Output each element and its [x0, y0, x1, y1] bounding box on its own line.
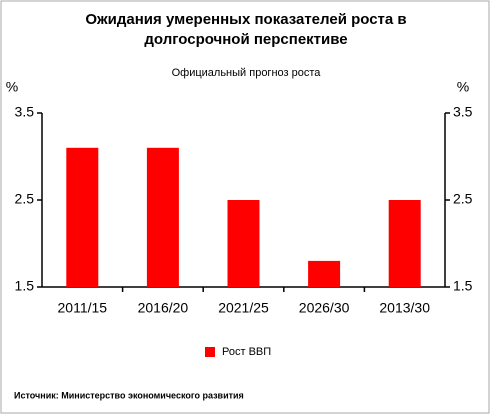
legend-label: Рост ВВП	[222, 346, 271, 358]
chart-subtitle: Официальный прогноз роста	[172, 67, 322, 79]
y2-tick-label: 3.5	[453, 104, 473, 120]
bar	[388, 200, 421, 287]
chart-title: Ожидания умеренных показателей роста в	[85, 11, 406, 28]
x-tick-label: 2016/20	[138, 300, 189, 316]
chart-title: долгосрочной перспективе	[144, 31, 347, 48]
source-note: Источник: Министерство экономического ра…	[14, 390, 244, 400]
legend-swatch	[205, 347, 215, 357]
bar	[308, 260, 341, 287]
x-tick-label: 2011/15	[58, 300, 108, 316]
x-tick-label: 2021/25	[218, 300, 269, 316]
bar	[227, 200, 260, 287]
x-tick-label: 2013/30	[379, 300, 430, 316]
y2-tick-label: 2.5	[453, 191, 473, 207]
y2-tick-label: 1.5	[453, 278, 473, 294]
y-tick-label: 2.5	[15, 191, 35, 207]
y2-axis-label: %	[457, 79, 469, 95]
y-axis-label: %	[6, 79, 18, 95]
bar	[146, 147, 179, 287]
y-tick-label: 3.5	[15, 104, 35, 120]
bar	[66, 147, 99, 287]
x-tick-label: 2026/30	[299, 300, 350, 316]
y-tick-label: 1.5	[15, 278, 35, 294]
